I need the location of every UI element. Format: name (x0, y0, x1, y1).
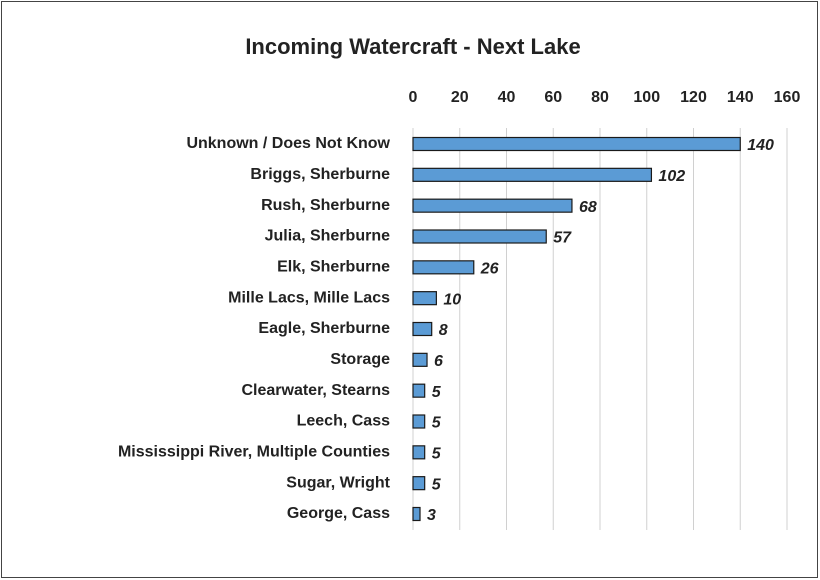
data-label: 140 (747, 137, 774, 154)
category-label: George, Cass (287, 505, 390, 522)
x-tick-label: 140 (727, 89, 754, 106)
bar (412, 291, 437, 306)
data-label: 68 (579, 199, 597, 216)
bar (412, 321, 433, 337)
x-tick-label: 20 (451, 89, 469, 106)
x-tick-label: 40 (498, 89, 516, 106)
x-tick-label: 120 (680, 89, 707, 106)
x-tick-label: 0 (409, 89, 418, 106)
data-label: 3 (427, 507, 436, 524)
chart-title: Incoming Watercraft - Next Lake (245, 34, 580, 59)
bar (412, 414, 426, 429)
data-label: 57 (553, 230, 572, 247)
category-label: Elk, Sherburne (277, 259, 390, 276)
bar (412, 506, 421, 522)
category-label: Storage (330, 351, 390, 368)
data-label: 102 (658, 168, 685, 185)
category-label: Unknown / Does Not Know (186, 135, 390, 152)
bar (412, 445, 426, 460)
category-label: Leech, Cass (297, 413, 390, 430)
x-tick-label: 160 (774, 89, 801, 106)
x-tick-label: 60 (544, 89, 562, 106)
bar (412, 383, 426, 398)
bar (412, 476, 426, 491)
data-label: 5 (432, 446, 442, 463)
data-label: 26 (480, 261, 499, 278)
category-label: Mille Lacs, Mille Lacs (228, 289, 390, 306)
category-label: Julia, Sherburne (265, 228, 390, 245)
bar (412, 229, 547, 244)
category-label: Sugar, Wright (286, 474, 390, 491)
data-label: 5 (432, 476, 442, 493)
bar (412, 136, 741, 152)
data-label: 6 (434, 353, 443, 370)
x-tick-label: 100 (633, 89, 660, 106)
category-label: Rush, Sherburne (261, 197, 390, 214)
category-label: Clearwater, Stearns (241, 382, 390, 399)
data-label: 5 (432, 384, 442, 401)
data-label: 8 (439, 322, 448, 339)
data-label: 10 (443, 291, 461, 308)
x-tick-label: 80 (591, 89, 609, 106)
bar (412, 167, 653, 182)
category-label: Briggs, Sherburne (250, 166, 390, 183)
category-label: Eagle, Sherburne (258, 320, 390, 337)
bar (412, 260, 475, 275)
bar (412, 352, 428, 367)
category-label: Mississippi River, Multiple Counties (118, 444, 390, 461)
bar (412, 198, 573, 213)
data-label: 5 (432, 415, 442, 432)
